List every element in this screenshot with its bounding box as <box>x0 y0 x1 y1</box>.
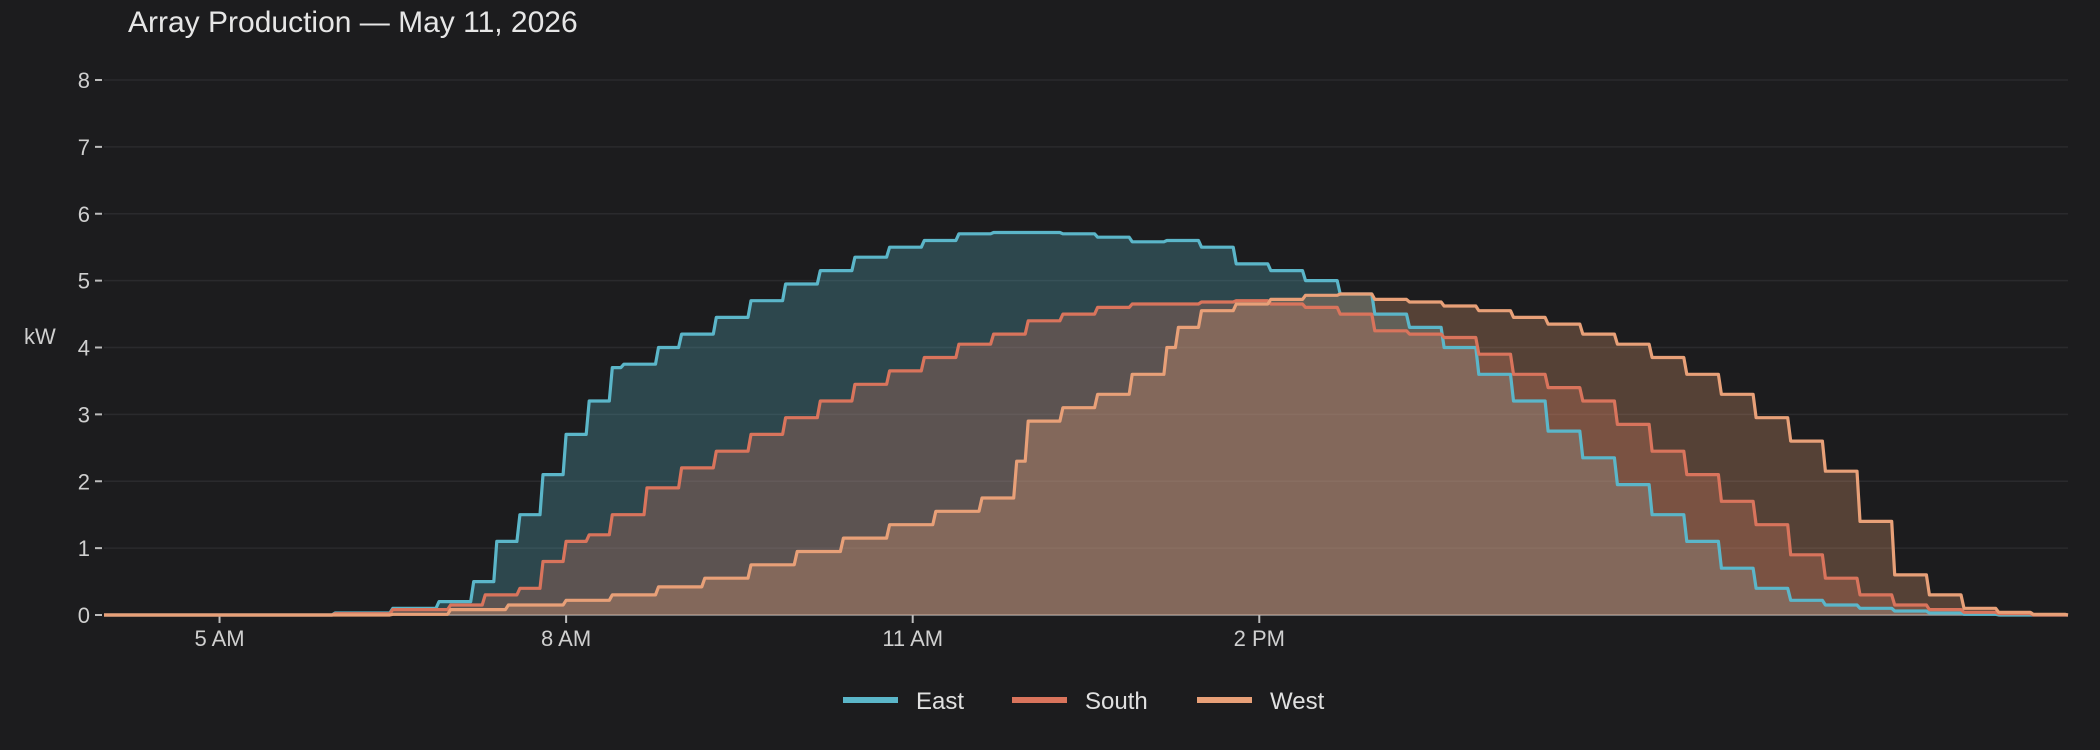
area-east <box>104 232 2068 615</box>
legend-label: East <box>916 688 964 715</box>
area-west <box>104 294 2068 615</box>
legend: East South West <box>843 688 1325 715</box>
y-tick-label: 5 <box>78 269 90 294</box>
x-axis: 5 AM 8 AM 11 AM 2 PM <box>104 614 2068 651</box>
legend-item-west[interactable]: West <box>1197 688 1325 715</box>
y-tick-label: 0 <box>78 603 90 628</box>
y-tick-label: 4 <box>78 336 90 361</box>
line-west <box>104 292 2069 617</box>
y-tick-label: 3 <box>78 402 90 427</box>
y-tick-label: 1 <box>78 536 90 561</box>
chart-title: Array Production — May 11, 2026 <box>128 6 578 39</box>
legend-label: South <box>1085 688 1148 715</box>
y-axis: 0 1 2 3 4 5 6 7 8 <box>78 68 102 628</box>
series-areas <box>104 232 2068 615</box>
legend-label: West <box>1270 688 1325 715</box>
x-tick-label: 11 AM <box>882 626 943 651</box>
y-tick-label: 6 <box>78 202 90 227</box>
area-south <box>104 300 2068 615</box>
series-lines <box>104 230 2069 617</box>
y-axis-label: kW <box>24 324 56 349</box>
x-tick-label: 2 PM <box>1234 626 1285 651</box>
x-tick-label: 5 AM <box>194 626 244 651</box>
line-south <box>104 299 2068 617</box>
line-east <box>104 230 2068 617</box>
x-tick-label: 8 AM <box>541 626 591 651</box>
y-tick-label: 8 <box>78 68 90 93</box>
grid-lines <box>104 79 2068 549</box>
legend-item-east[interactable]: East <box>843 688 964 715</box>
legend-item-south[interactable]: South <box>1012 688 1148 715</box>
y-tick-label: 7 <box>78 135 90 160</box>
y-tick-label: 2 <box>78 469 90 494</box>
